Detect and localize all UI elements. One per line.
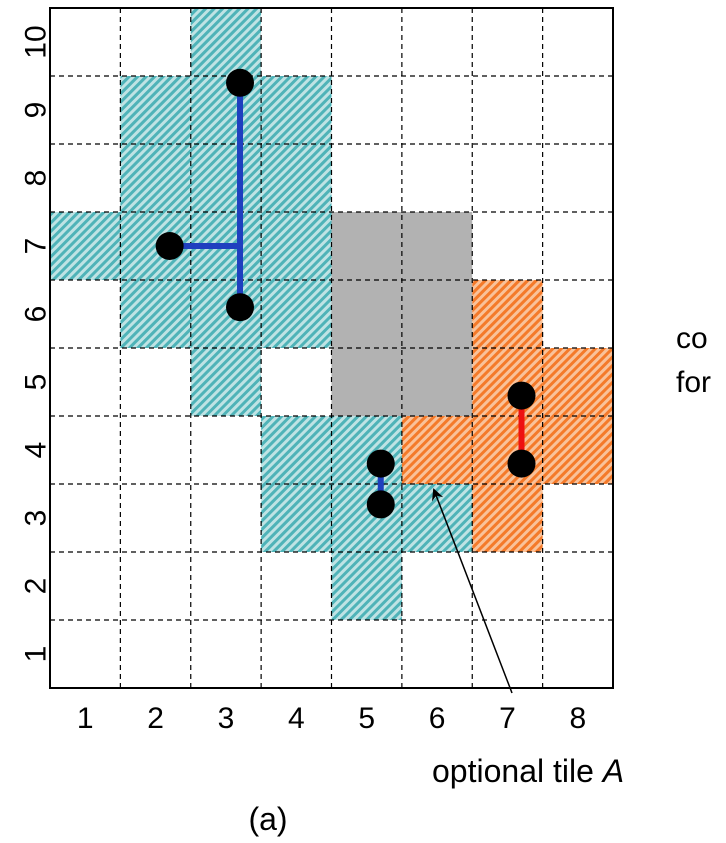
row-label: 10 bbox=[20, 25, 53, 58]
orange-tile bbox=[401, 416, 473, 484]
teal-tile bbox=[261, 212, 332, 280]
orange-tile bbox=[472, 348, 543, 416]
pin-node bbox=[507, 381, 536, 410]
pin-node bbox=[226, 293, 255, 322]
teal-tile bbox=[50, 212, 121, 280]
side-text-line-1: co bbox=[676, 322, 708, 355]
tile-regions bbox=[50, 8, 613, 620]
row-label: 2 bbox=[20, 578, 53, 595]
teal-tile bbox=[261, 484, 332, 552]
pin-node bbox=[226, 68, 255, 97]
orange-tile bbox=[542, 416, 613, 484]
gray-tile bbox=[401, 348, 473, 416]
annotation-arrow bbox=[431, 488, 513, 694]
column-label: 7 bbox=[499, 702, 516, 735]
orange-tile bbox=[472, 416, 543, 484]
teal-tile bbox=[190, 348, 262, 416]
axis-labels: 1 2 3 4 5 6 7 8 1 2 3 4 5 6 7 8 9 10 bbox=[20, 25, 587, 735]
row-label: 6 bbox=[20, 306, 53, 323]
column-label: 1 bbox=[77, 702, 94, 735]
teal-tile bbox=[331, 484, 402, 552]
column-label: 8 bbox=[569, 702, 586, 735]
column-label: 4 bbox=[288, 702, 305, 735]
teal-tile bbox=[261, 144, 332, 212]
teal-tile bbox=[401, 484, 473, 552]
side-text-line-2: for bbox=[676, 366, 711, 399]
teal-tile bbox=[120, 144, 191, 212]
teal-tile bbox=[190, 8, 262, 76]
row-label: 9 bbox=[20, 102, 53, 119]
row-label: 8 bbox=[20, 170, 53, 187]
orange-tile bbox=[542, 348, 613, 416]
teal-tile bbox=[120, 76, 191, 144]
orange-tile bbox=[472, 280, 543, 348]
gray-tile bbox=[401, 212, 473, 280]
annotation-italic: A bbox=[601, 753, 624, 789]
annotation-text: optional tile bbox=[432, 753, 603, 789]
annotation-label: optional tile A bbox=[432, 753, 624, 789]
row-label: 1 bbox=[20, 646, 53, 663]
teal-tile bbox=[261, 76, 332, 144]
teal-tile bbox=[120, 280, 191, 348]
column-label: 3 bbox=[218, 702, 235, 735]
column-label: 2 bbox=[147, 702, 164, 735]
pin-node bbox=[366, 449, 395, 478]
teal-tile bbox=[331, 416, 402, 484]
teal-tile bbox=[261, 416, 332, 484]
gray-tile bbox=[331, 348, 402, 416]
row-label: 4 bbox=[20, 442, 53, 459]
teal-tile bbox=[331, 552, 402, 620]
pin-node bbox=[366, 490, 395, 519]
figure-caption: (a) bbox=[248, 801, 287, 837]
gray-tile bbox=[331, 280, 402, 348]
orange-tile bbox=[472, 484, 543, 552]
pin-node bbox=[155, 232, 184, 260]
row-label: 7 bbox=[20, 238, 53, 255]
column-label: 5 bbox=[358, 702, 375, 735]
net-nodes bbox=[155, 68, 536, 519]
grid-lines bbox=[49, 7, 614, 689]
gray-tile bbox=[401, 280, 473, 348]
row-label: 3 bbox=[20, 510, 53, 527]
grid-frame bbox=[49, 7, 614, 689]
gray-tile bbox=[331, 212, 402, 280]
teal-tile bbox=[190, 144, 262, 212]
teal-tile bbox=[261, 280, 332, 348]
row-label: 5 bbox=[20, 374, 53, 391]
column-label: 6 bbox=[429, 702, 446, 735]
pin-node bbox=[507, 449, 536, 478]
